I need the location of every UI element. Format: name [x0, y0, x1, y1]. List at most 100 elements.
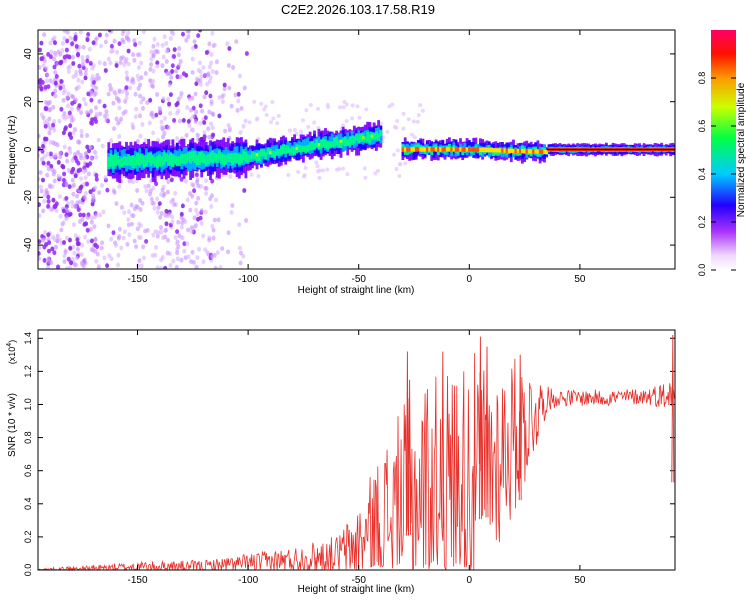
heatmap-cell [209, 99, 214, 105]
colorbar-tick-label: 0.2 [697, 216, 707, 229]
heatmap-cell [260, 149, 263, 165]
heatmap-cell [302, 139, 305, 151]
heatmap-cell [169, 153, 173, 166]
heatmap-cell [204, 191, 208, 196]
heatmap-cell [48, 126, 53, 131]
heatmap-cell [194, 109, 199, 115]
heatmap-cell [436, 148, 440, 155]
heatmap-cell [135, 138, 140, 144]
heatmap-cell [69, 106, 74, 112]
heatmap-cell [461, 147, 464, 152]
heatmap-cell [112, 126, 117, 131]
snr-panel: -150 -100 -50 0 50 0.00.20.40.60.81.01.21.4 … [6, 329, 676, 595]
heatmap-cell [333, 137, 336, 147]
heatmap-cell [61, 208, 66, 214]
heatmap-cell [288, 142, 292, 154]
heatmap-cell [341, 105, 346, 110]
heatmap-cell [169, 199, 174, 205]
heatmap-cell [191, 151, 195, 162]
heatmap-cell [249, 172, 254, 177]
heatmap-cell [306, 124, 311, 129]
heatmap-cell [94, 176, 99, 182]
heatmap-cell [177, 63, 181, 68]
heatmap-cell [61, 41, 65, 46]
colorbar-tick-label: 0.6 [697, 120, 707, 133]
heatmap-cell [59, 106, 64, 112]
heatmap-cell [158, 154, 161, 167]
heatmap-cell [481, 147, 484, 153]
heatmap-cell [262, 107, 267, 112]
heatmap-cell [474, 147, 478, 152]
heatmap-cell [104, 117, 109, 123]
heatmap-cell [106, 91, 111, 97]
heatmap-cell [52, 236, 57, 242]
heatmap-cell [181, 31, 185, 37]
heatmap-cell [62, 259, 67, 264]
heatmap-cell [73, 36, 78, 42]
heatmap-cell [131, 155, 135, 169]
heatmap-cell [46, 100, 51, 106]
heatmap-cell [518, 148, 522, 154]
heatmap-cell [325, 102, 330, 107]
heatmap-cell [124, 85, 129, 90]
heatmap-cell [168, 263, 173, 268]
heatmap-cell [100, 183, 105, 188]
heatmap-cell [137, 258, 142, 264]
heatmap-cell [46, 166, 51, 172]
heatmap-cell [90, 65, 95, 71]
heatmap-cell [63, 126, 68, 132]
x-tick-label: -100 [238, 274, 258, 285]
heatmap-cell [302, 173, 307, 178]
heatmap-cell [426, 147, 429, 152]
snr-y-axis: 0.0 0.2 0.4 0.6 0.8 1.0 1.2 1.4 [23, 332, 675, 576]
heatmap-cell [73, 233, 78, 239]
heatmap-cell [102, 255, 107, 261]
heatmap-cell [64, 235, 69, 241]
heatmap-cell [479, 149, 482, 155]
heatmap-cell [387, 104, 392, 109]
y-tick-label: 20 [23, 96, 34, 108]
heatmap-cell [167, 212, 172, 217]
heatmap-cell [155, 210, 160, 215]
heatmap-cell [117, 226, 122, 232]
heatmap-cell [45, 78, 49, 84]
heatmap-cell [192, 188, 197, 194]
heatmap-cell [52, 250, 57, 256]
heatmap-cell [183, 219, 188, 225]
x-tick-label: -100 [238, 575, 258, 586]
heatmap-cell [85, 37, 90, 43]
heatmap-cell [43, 123, 48, 129]
y-tick-label: 0.0 [23, 564, 33, 577]
heatmap-cell [529, 149, 533, 154]
heatmap-cell [100, 143, 105, 149]
heatmap-cell [275, 148, 279, 156]
snr-peak [478, 336, 482, 520]
heatmap-cell [149, 62, 154, 67]
x-tick-label: 50 [574, 575, 586, 586]
heatmap-cell [194, 207, 199, 213]
heatmap-cell [151, 155, 155, 165]
heatmap-cell [247, 120, 252, 125]
heatmap-cell [139, 60, 144, 66]
heatmap-cell [89, 219, 94, 225]
heatmap-cell [148, 188, 153, 194]
heatmap-cell [145, 100, 150, 105]
heatmap-cell [59, 59, 64, 65]
spectrogram-x-label: Height of straight line (km) [298, 285, 415, 296]
heatmap-cell [44, 242, 49, 247]
heatmap-cell [52, 204, 57, 210]
heatmap-cell [241, 123, 246, 129]
heatmap-cell [52, 64, 57, 70]
heatmap-cell [194, 200, 199, 206]
heatmap-cell [193, 223, 198, 228]
heatmap-cell [65, 103, 70, 109]
heatmap-cell [178, 118, 182, 124]
heatmap-cell [195, 133, 200, 138]
heatmap-cell [370, 134, 374, 138]
heatmap-cell [70, 158, 75, 164]
heatmap-cell [85, 54, 90, 60]
heatmap-cell [364, 107, 369, 112]
heatmap-cell [114, 153, 117, 167]
heatmap-cell [330, 141, 334, 148]
heatmap-cell [187, 152, 190, 162]
